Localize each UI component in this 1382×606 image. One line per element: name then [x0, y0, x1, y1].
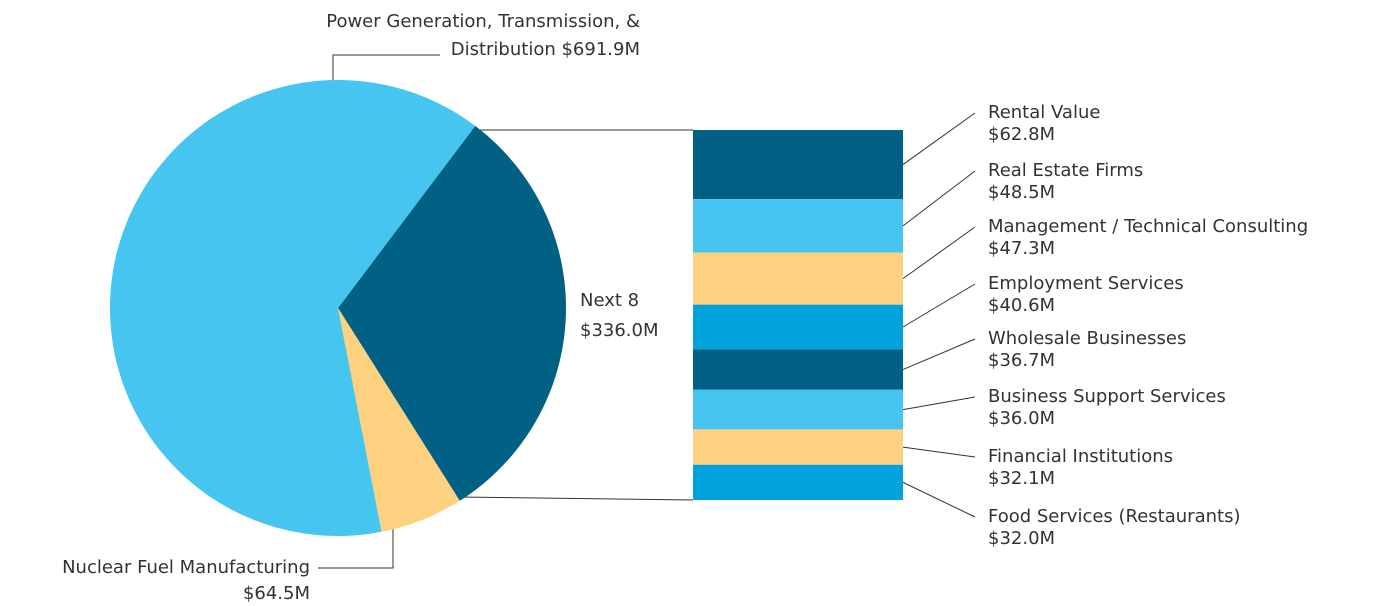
leader-line — [902, 112, 976, 165]
segment-label: Real Estate Firms $48.5M — [988, 160, 1143, 204]
value-label: $336.0M — [580, 320, 659, 341]
category-label: Wholesale Businesses — [988, 328, 1187, 349]
leader-line — [902, 338, 976, 371]
leader-line — [318, 525, 394, 569]
bar-segment — [693, 199, 903, 253]
category-label: Employment Services — [988, 273, 1184, 294]
segment-label: Employment Services $40.6M — [988, 273, 1184, 317]
leader-line — [902, 283, 976, 328]
value-label: $48.5M — [988, 182, 1056, 203]
value-label: $47.3M — [988, 238, 1056, 259]
slice-label: Nuclear Fuel Manufacturing $64.5M — [62, 555, 310, 606]
value-label: $36.7M — [988, 350, 1056, 371]
leader-line — [902, 396, 976, 411]
leader-line — [902, 226, 976, 280]
value-label: $32.1M — [988, 468, 1056, 489]
value-label: $40.6M — [988, 295, 1056, 316]
value-label: $62.8M — [988, 124, 1056, 145]
segment-label: Business Support Services $36.0M — [988, 386, 1226, 430]
segment-label: Food Services (Restaurants) $32.0M — [988, 506, 1240, 550]
value-label: $64.5M — [242, 583, 310, 604]
category-label: Power Generation, Transmission, & Distri… — [326, 11, 640, 60]
leader-line — [332, 54, 440, 82]
slice-label: Next 8 $336.0M — [580, 286, 659, 346]
leader-line — [902, 170, 976, 227]
category-label: Rental Value — [988, 102, 1101, 123]
category-label: Management / Technical Consulting — [988, 216, 1309, 237]
bar-segment — [693, 349, 903, 390]
bar-segment — [693, 130, 903, 200]
category-label: Financial Institutions — [988, 446, 1174, 467]
segment-label: Wholesale Businesses $36.7M — [988, 328, 1186, 372]
leader-line — [902, 446, 976, 458]
category-label: Nuclear Fuel Manufacturing — [62, 557, 310, 578]
bar-segment — [693, 252, 903, 305]
category-label: Food Services (Restaurants) — [988, 506, 1241, 527]
value-label: $32.0M — [988, 528, 1056, 549]
segment-label: Rental Value $62.8M — [988, 102, 1100, 146]
bar-segment — [693, 304, 903, 350]
bar-segment — [693, 464, 903, 500]
slice-label: Power Generation, Transmission, & Distri… — [320, 8, 640, 64]
pie-slice — [110, 80, 476, 537]
bar-segment — [693, 389, 903, 430]
category-label: Next 8 — [580, 290, 640, 311]
value-label: $691.9M — [561, 39, 640, 60]
category-label: Business Support Services — [988, 386, 1226, 407]
bar-segment — [693, 429, 903, 465]
pie-slice — [338, 125, 566, 501]
leader-line — [902, 481, 976, 518]
segment-label: Management / Technical Consulting $47.3M — [988, 216, 1308, 260]
value-label: $36.0M — [988, 408, 1056, 429]
connector-line — [457, 496, 694, 501]
segment-label: Financial Institutions $32.1M — [988, 446, 1173, 490]
pie-slice — [338, 308, 460, 532]
category-label: Real Estate Firms — [988, 160, 1144, 181]
